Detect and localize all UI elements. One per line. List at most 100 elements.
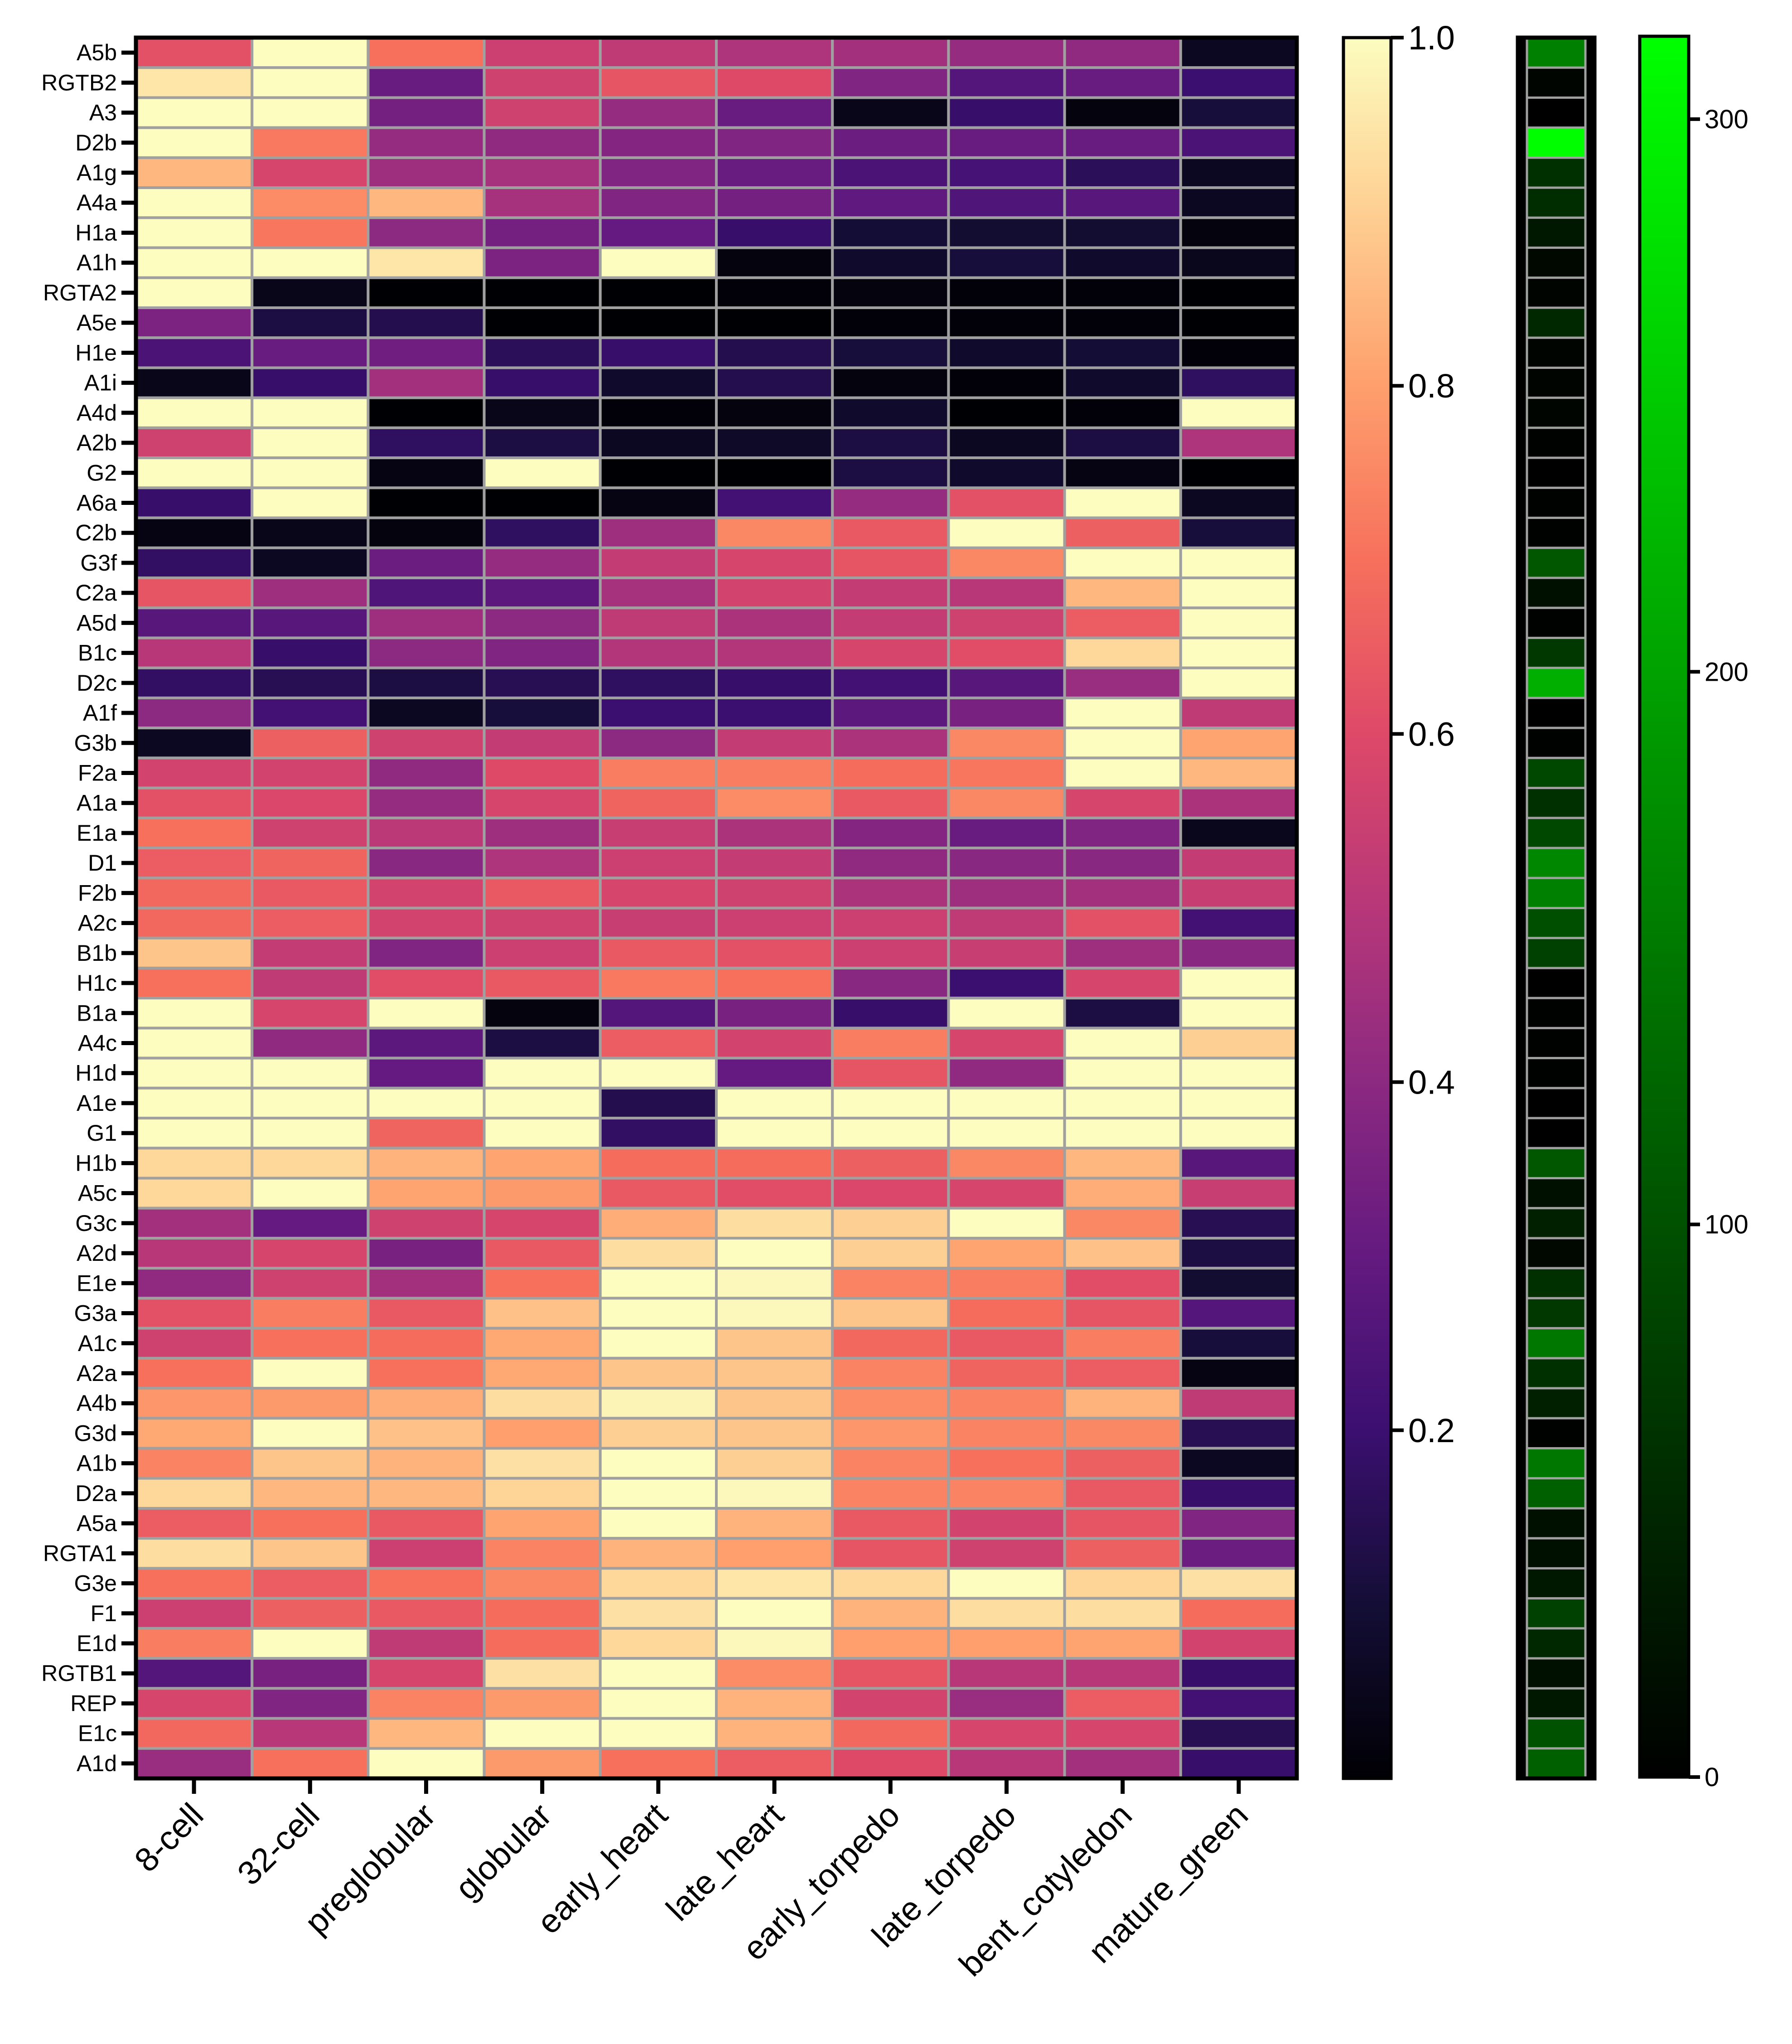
heatmap-cell <box>1063 126 1182 159</box>
heatmap-cell <box>367 1747 486 1780</box>
heatmap-cell <box>483 727 602 760</box>
heatmap-cell <box>715 1567 834 1600</box>
heatmap-cell <box>251 1567 370 1600</box>
heatmap-cell <box>1179 666 1299 699</box>
heatmap-cell <box>135 1447 254 1480</box>
heatmap-cell <box>599 1236 718 1270</box>
heatmap-cell <box>135 1597 254 1630</box>
heatmap-cell <box>1063 1537 1182 1570</box>
row-label: A1f <box>83 700 117 726</box>
heatmap-cell <box>715 847 834 880</box>
side-bar-cell <box>1526 156 1587 189</box>
side-bar-cell <box>1526 667 1587 699</box>
heatmap-cell <box>715 1717 834 1750</box>
heatmap-cell <box>367 997 486 1030</box>
heatmap-cell <box>599 186 718 219</box>
row-label: A1e <box>77 1090 117 1116</box>
heatmap-cell <box>135 906 254 940</box>
heatmap-cell <box>1179 1206 1299 1240</box>
heatmap-cell <box>715 816 834 850</box>
heatmap-cell <box>947 1206 1066 1240</box>
heatmap-cell <box>135 1387 254 1420</box>
heatmap-cell <box>947 1597 1066 1630</box>
heatmap-cell <box>947 1356 1066 1390</box>
side-bar-cell <box>1526 1237 1587 1269</box>
heatmap-cell <box>831 1506 950 1540</box>
heatmap-cell <box>1179 186 1299 219</box>
heatmap-cell <box>831 906 950 940</box>
heatmap-cell <box>715 186 834 219</box>
heatmap-cell <box>367 486 486 519</box>
heatmap-cell <box>1063 366 1182 399</box>
side-bar-cell <box>1526 1147 1587 1180</box>
heatmap-cell <box>599 546 718 580</box>
heatmap-cell <box>483 546 602 580</box>
heatmap-cell <box>367 906 486 940</box>
heatmap-cell <box>1179 1537 1299 1570</box>
heatmap-cell <box>135 966 254 1000</box>
heatmap-cell <box>251 997 370 1030</box>
magma-colorbar <box>1342 36 1393 1780</box>
heatmap-cell <box>483 877 602 910</box>
heatmap-cell <box>483 847 602 880</box>
heatmap-cell <box>947 1147 1066 1180</box>
heatmap-cell <box>251 1627 370 1660</box>
heatmap-cell <box>715 1387 834 1420</box>
heatmap-cell <box>1179 366 1299 399</box>
heatmap-cell <box>599 1657 718 1690</box>
heatmap-cell <box>367 1447 486 1480</box>
heatmap-cell <box>1063 756 1182 790</box>
heatmap-cell <box>599 1117 718 1150</box>
heatmap-cell <box>599 906 718 940</box>
heatmap-cell <box>367 1627 486 1660</box>
heatmap-cell <box>1063 456 1182 489</box>
heatmap-cell <box>367 1597 486 1630</box>
heatmap-cell <box>367 1537 486 1570</box>
heatmap-cell <box>1179 1236 1299 1270</box>
heatmap-cell <box>599 1056 718 1090</box>
heatmap-cell <box>599 426 718 460</box>
row-label: E1a <box>77 820 117 846</box>
heatmap-cell <box>251 606 370 639</box>
heatmap-cell <box>367 216 486 249</box>
heatmap-cell <box>251 1356 370 1390</box>
heatmap-cell <box>483 1206 602 1240</box>
heatmap-cell <box>367 756 486 790</box>
heatmap-cell <box>1179 847 1299 880</box>
heatmap-cell <box>599 36 718 69</box>
heatmap-cell <box>599 366 718 399</box>
heatmap-cell <box>367 1717 486 1750</box>
heatmap-cell <box>1063 906 1182 940</box>
heatmap-cell <box>367 576 486 610</box>
heatmap-cell <box>251 546 370 580</box>
magma-colorbar-ticks: 0.2 0.4 0.6 0.8 1.0 <box>1391 19 1455 1449</box>
heatmap-cell <box>483 1747 602 1780</box>
heatmap-cell <box>483 516 602 549</box>
heatmap-cell <box>135 696 254 730</box>
heatmap-cell <box>831 1297 950 1330</box>
row-label: RGTB2 <box>41 70 117 95</box>
heatmap-cell <box>135 636 254 669</box>
heatmap-cell <box>1063 186 1182 219</box>
heatmap-cell <box>367 816 486 850</box>
heatmap-cell <box>1179 1177 1299 1210</box>
heatmap-cell <box>715 1597 834 1630</box>
heatmap-cell <box>367 1027 486 1060</box>
row-label: A5c <box>78 1181 117 1206</box>
side-bar-cell <box>1526 1747 1587 1780</box>
heatmap-cell <box>715 1687 834 1720</box>
heatmap-cell <box>715 426 834 460</box>
row-label: F2a <box>78 760 117 785</box>
side-bar-cell <box>1526 997 1587 1029</box>
heatmap-cell <box>367 727 486 760</box>
heatmap-cell <box>483 1267 602 1300</box>
heatmap-cell <box>251 1206 370 1240</box>
heatmap-cell <box>367 1177 486 1210</box>
heatmap-cell <box>367 126 486 159</box>
heatmap-cell <box>135 847 254 880</box>
heatmap-cell <box>599 156 718 189</box>
heatmap-cell <box>831 276 950 310</box>
heatmap-cell <box>483 1597 602 1630</box>
side-bar-cell <box>1526 1657 1587 1690</box>
heatmap-cell <box>1179 1717 1299 1750</box>
